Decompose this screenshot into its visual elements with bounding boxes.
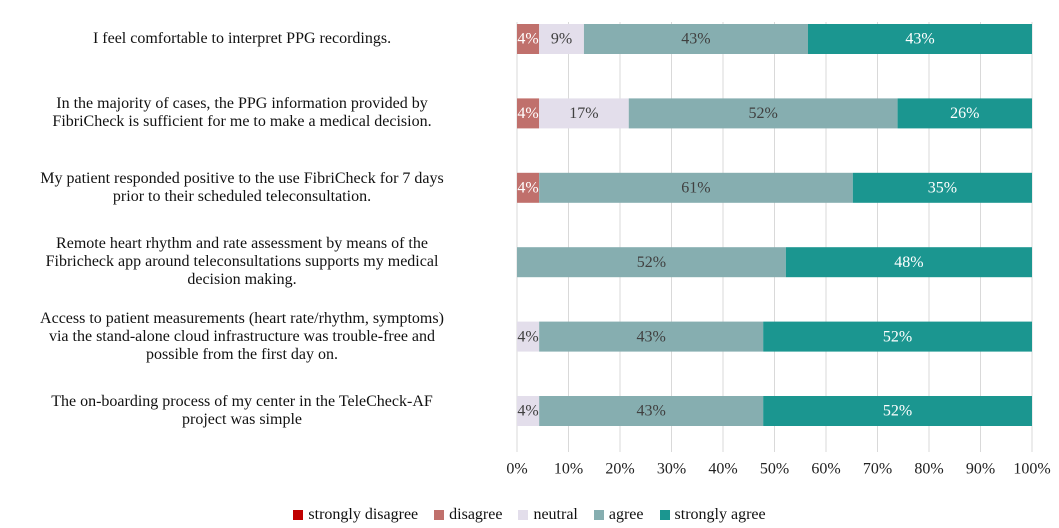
x-tick-label: 20%	[605, 461, 634, 478]
legend-label: disagree	[449, 506, 503, 523]
legend-swatch	[659, 510, 670, 520]
data-label: 35%	[928, 179, 957, 196]
legend-swatch	[593, 510, 604, 520]
bar-segment	[583, 24, 808, 54]
bar-segment	[517, 24, 540, 54]
bar-segment	[763, 396, 1032, 426]
legend-label: neutral	[533, 506, 578, 523]
bar-segment	[539, 321, 764, 352]
bar-segment	[628, 98, 898, 129]
x-tick-label: 0%	[506, 461, 527, 478]
data-label: 52%	[637, 254, 666, 271]
bar-segment	[517, 172, 540, 203]
legend-label: strongly disagree	[308, 506, 419, 523]
data-label: 43%	[905, 31, 934, 48]
data-label: 52%	[883, 328, 912, 345]
data-label: 61%	[681, 179, 710, 196]
category-label: My patient responded positive to the use…	[40, 169, 444, 205]
data-label: 9%	[551, 31, 572, 48]
data-label: 48%	[894, 254, 923, 271]
legend-swatch	[293, 510, 304, 520]
x-tick-label: 10%	[554, 461, 583, 478]
data-label: 26%	[950, 105, 979, 122]
data-label: 4%	[517, 328, 538, 345]
data-label: 52%	[749, 105, 778, 122]
legend-swatch	[434, 510, 445, 520]
bar-segment	[539, 396, 764, 426]
category-label: Remote heart rhythm and rate assessment …	[45, 235, 439, 289]
legend-swatch	[518, 510, 529, 520]
bar-segment	[539, 172, 853, 203]
bar-segment	[763, 321, 1032, 352]
category-label: I feel comfortable to interpret PPG reco…	[92, 30, 392, 47]
legend-item: strongly disagree	[293, 506, 418, 524]
category-label: The on-boarding process of my center in …	[51, 393, 433, 428]
legend-item: disagree	[434, 506, 502, 524]
data-label: 4%	[517, 179, 538, 196]
bar-segment	[517, 98, 540, 129]
data-label: 43%	[681, 31, 710, 48]
x-tick-label: 80%	[914, 461, 943, 478]
data-label: 4%	[517, 31, 538, 48]
x-tick-label: 30%	[657, 461, 686, 478]
x-tick-label: 70%	[863, 461, 892, 478]
bar-segment	[517, 321, 540, 352]
legend-item: strongly agree	[659, 506, 766, 524]
bar-segment	[852, 172, 1032, 203]
data-label: 4%	[517, 105, 538, 122]
legend-item: agree	[593, 506, 644, 524]
bar-segment	[807, 24, 1032, 54]
x-tick-label: 60%	[811, 461, 840, 478]
data-label: 17%	[569, 105, 598, 122]
x-tick-label: 40%	[708, 461, 737, 478]
data-label: 52%	[883, 403, 912, 420]
category-label: In the majority of cases, the PPG inform…	[52, 95, 432, 131]
data-label: 43%	[636, 328, 665, 345]
legend-label: agree	[608, 506, 644, 523]
x-tick-label: 90%	[966, 461, 995, 478]
category-label: Access to patient measurements (heart ra…	[40, 309, 444, 363]
x-tick-label: 50%	[760, 461, 789, 478]
legend-item: neutral	[518, 506, 578, 524]
x-tick-label: 100%	[1013, 461, 1050, 478]
data-label: 4%	[517, 403, 538, 420]
bar-segment	[539, 98, 629, 129]
bar-segment	[897, 98, 1032, 129]
data-label: 43%	[636, 403, 665, 420]
legend-label: strongly agree	[674, 506, 766, 523]
legend: strongly disagree disagree neutral agree str…	[0, 506, 1059, 524]
bar-segment	[785, 247, 1032, 278]
bar-segment	[517, 396, 540, 426]
bar-segment	[539, 24, 584, 54]
bar-segment	[517, 247, 786, 278]
